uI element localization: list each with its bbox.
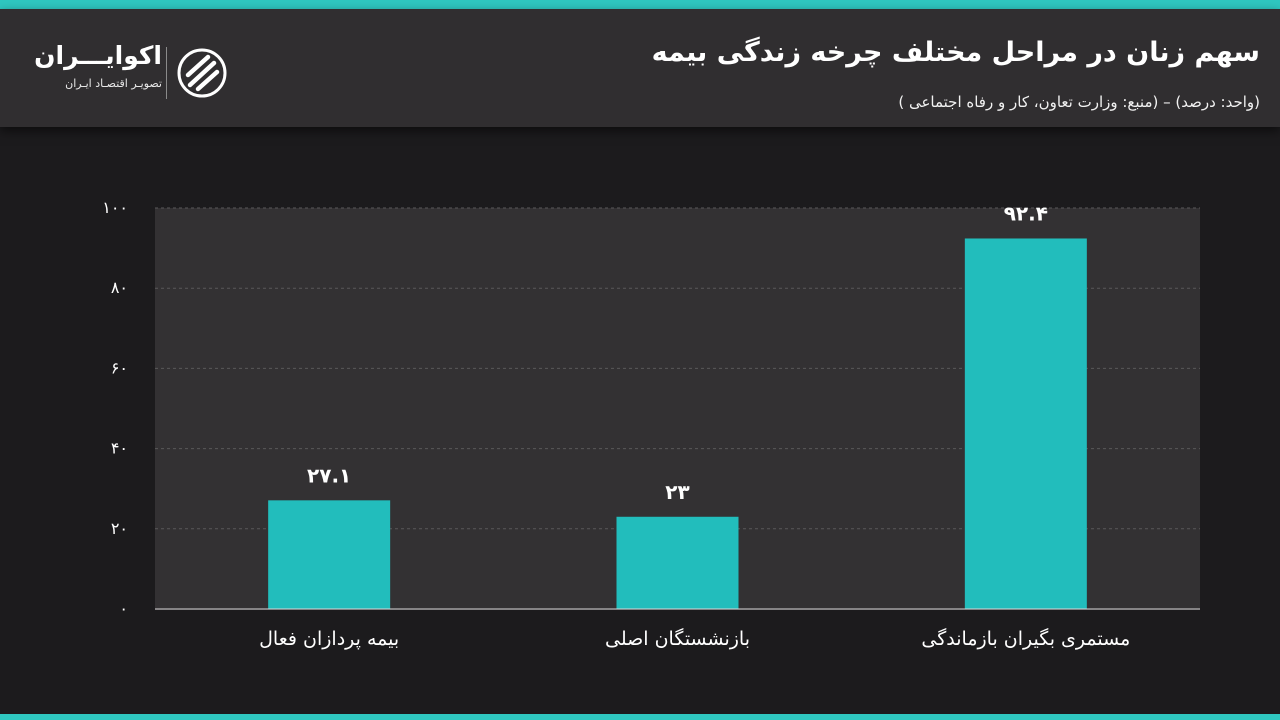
bar bbox=[616, 516, 739, 609]
bar bbox=[268, 500, 391, 609]
ecoiran-logo-icon bbox=[177, 48, 227, 98]
bar-value-label: ۲۳ bbox=[665, 480, 689, 504]
brand-logo: اکوایـــران تصویـر اقتصـاد ایـران bbox=[34, 41, 244, 111]
header-bar: سهم زنان در مراحل مختلف چرخه زندگی بیمه … bbox=[0, 9, 1280, 127]
bar bbox=[964, 238, 1087, 609]
y-tick-label: ۱۰۰ bbox=[102, 198, 128, 217]
bottom-accent-strip bbox=[0, 714, 1280, 720]
bar-value-label: ۹۲.۴ bbox=[1004, 201, 1048, 225]
x-category-label: بازنشستگان اصلی bbox=[605, 628, 750, 650]
y-tick-label: ۴۰ bbox=[111, 439, 128, 458]
y-tick-label: ۸۰ bbox=[111, 278, 128, 297]
x-category-label: مستمری بگیران بازماندگی bbox=[921, 628, 1131, 650]
logo-tagline: تصویـر اقتصـاد ایـران bbox=[65, 77, 162, 90]
y-tick-label: ۲۰ bbox=[111, 519, 128, 538]
top-accent-strip bbox=[0, 0, 1280, 9]
page-title: سهم زنان در مراحل مختلف چرخه زندگی بیمه bbox=[651, 37, 1260, 68]
y-tick-label: ۰ bbox=[119, 599, 128, 618]
y-tick-label: ۶۰ bbox=[111, 358, 128, 377]
logo-separator bbox=[166, 47, 167, 99]
logo-name: اکوایـــران bbox=[34, 41, 162, 70]
bar-value-label: ۲۷.۱ bbox=[307, 463, 351, 487]
x-category-label: بیمه پردازان فعال bbox=[259, 628, 400, 650]
page-subtitle: (واحد: درصد) – (منبع: وزارت تعاون، کار و… bbox=[898, 93, 1260, 111]
